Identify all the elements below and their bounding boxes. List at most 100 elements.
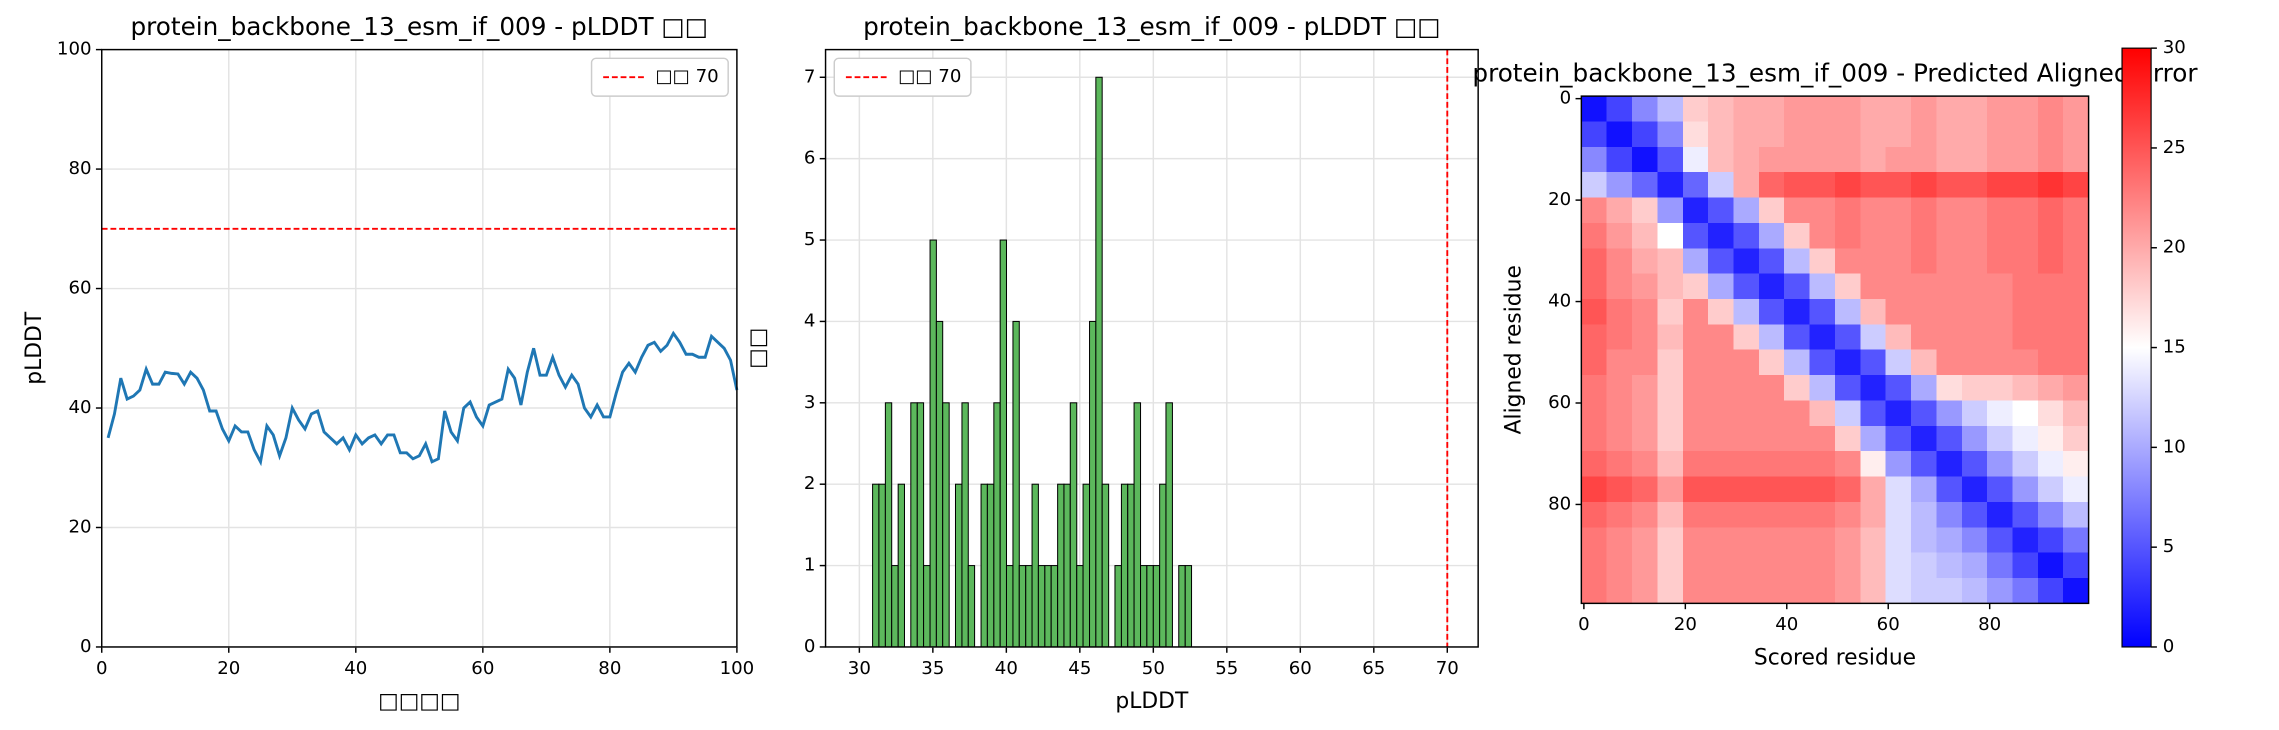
heatmap-cell [1987,400,2014,427]
x-tick-label: 60 [1877,614,1900,635]
histogram-bar [923,565,931,648]
heatmap-cell [1834,197,1861,224]
heatmap-cell [1809,324,1836,351]
heatmap-cell [1834,501,1861,528]
heatmap-cell [2012,197,2039,224]
heatmap-cell [2063,552,2090,579]
histogram-bar [954,483,963,648]
heatmap-cell [1809,552,1836,579]
heatmap-cell [1682,476,1709,503]
heatmap-cell [1885,527,1912,554]
heatmap-cell [2012,552,2039,579]
heatmap-cell [1834,375,1861,402]
heatmap-cell [1936,273,1963,300]
heatmap-cell [1733,146,1760,173]
heatmap-cell [1657,451,1684,478]
heatmap-cell [1784,451,1811,478]
x-tick-label: 30 [848,658,871,679]
heatmap-cell [1860,451,1887,478]
histogram-bar [1152,565,1161,648]
histogram-bar [993,402,1001,648]
y-tick-label: 20 [68,516,91,537]
heatmap-cell [1834,324,1861,351]
heatmap-cell [1961,578,1988,604]
heatmap-cell [1860,425,1887,452]
x-tick-label: 0 [1578,614,1590,635]
heatmap-cell [1911,248,1938,275]
heatmap-cell [1885,425,1912,452]
heatmap-cell [1632,375,1659,402]
heatmap-cell [1911,349,1938,376]
histogram-bar [935,320,944,648]
heatmap-cell [1784,273,1811,300]
heatmap-cell [1581,527,1608,554]
histogram-bar [1037,565,1046,648]
heatmap-cell [1758,172,1785,199]
heatmap-cell [1885,273,1912,300]
heatmap-cell [1834,425,1861,452]
heatmap-cell [1682,578,1709,604]
heatmap-cell [1911,451,1938,478]
heatmap-cell [1581,121,1608,148]
heatmap-cell [1606,349,1633,376]
heatmap-cell [1733,527,1760,554]
heatmap-cell [2063,349,2090,376]
heatmap-cell [1936,578,1963,604]
heatmap-cell [1987,96,2014,123]
heatmap-cell [2012,121,2039,148]
y-tick-label: 0 [80,636,92,657]
y-tick-label: 1 [804,555,816,576]
heatmap-cell [1784,197,1811,224]
heatmap-cell [1936,375,1963,402]
heatmap-cell [1987,248,2014,275]
chart-line: protein_backbone_13_esm_if_009 - pLDDT □… [22,12,754,714]
histogram-bar [1044,565,1052,648]
y-tick-label: 0 [804,636,816,657]
heatmap-cell [1860,552,1887,579]
heatmap-cell [2063,222,2090,249]
heatmap-cell [1834,552,1861,579]
x-tick-label: 40 [344,658,367,679]
heatmap-cell [2012,476,2039,503]
heatmap-cell [1885,476,1912,503]
heatmap-cell [1885,172,1912,199]
heatmap-cell [1708,197,1735,224]
heatmap-cell [1682,121,1709,148]
heatmap-cell [1733,501,1760,528]
heatmap-cell [1885,121,1912,148]
heatmap-cell [1860,299,1887,325]
heatmap-cell [2063,197,2090,224]
heatmap-cell [1657,425,1684,452]
heatmap-cell [1809,121,1836,148]
x-tick-label: 60 [1289,658,1312,679]
histogram-bar [910,402,918,648]
heatmap-cell [2037,222,2064,249]
heatmap-cell [1708,349,1735,376]
heatmap-cell [1809,222,1836,249]
heatmap-cell [1632,121,1659,148]
histogram-bar [878,483,886,648]
heatmap-cell [2012,146,2039,173]
heatmap-cell [2012,273,2039,300]
heatmap-cell [1911,172,1938,199]
histogram-bar [980,483,988,648]
heatmap-cell [2063,96,2090,123]
heatmap-cell [1860,400,1887,427]
heatmap-cell [1733,324,1760,351]
heatmap-cell [1987,425,2014,452]
heatmap-cell [1784,375,1811,402]
heatmap-cell [1936,222,1963,249]
heatmap-cell [2037,400,2064,427]
x-tick-label: 20 [217,658,240,679]
legend-label: □□ 70 [898,66,961,87]
heatmap-cell [1809,400,1836,427]
heatmap-cell [1708,527,1735,554]
heatmap-cell [1708,501,1735,528]
heatmap-cell [1758,222,1785,249]
heatmap-cell [1784,501,1811,528]
y-axis-label: □□ [746,328,771,369]
heatmap-cell [1632,552,1659,579]
heatmap-cell [1987,349,2014,376]
heatmap-cell [2037,425,2064,452]
heatmap-cell [1758,400,1785,427]
